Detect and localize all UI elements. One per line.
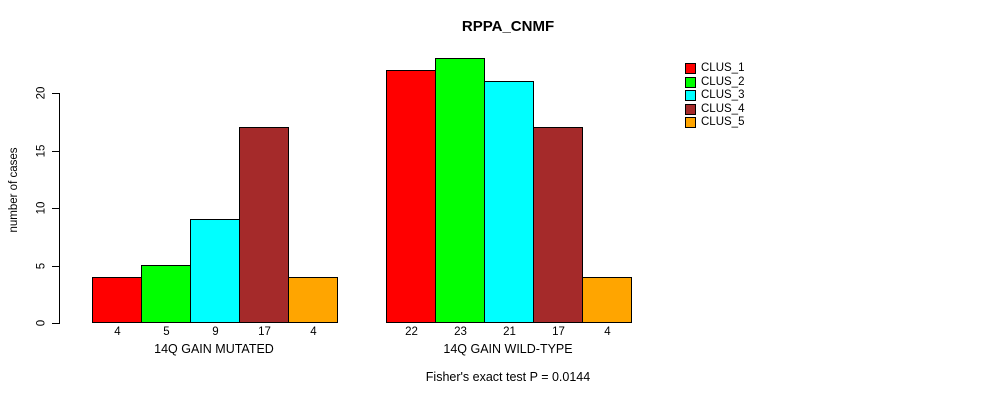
legend-swatch-icon bbox=[685, 63, 696, 75]
legend-item-clus_4: CLUS_4 bbox=[685, 103, 744, 117]
y-tick-label: 15 bbox=[35, 144, 48, 158]
bar-value-label: 22 bbox=[405, 326, 418, 338]
y-tick bbox=[52, 151, 59, 152]
bar-value-label: 17 bbox=[552, 326, 565, 338]
legend-item-label: CLUS_4 bbox=[701, 102, 745, 115]
fisher-test-caption: Fisher's exact test P = 0.0144 bbox=[425, 370, 591, 384]
bar-value-label: 23 bbox=[454, 326, 467, 338]
bar-clus_5 bbox=[288, 277, 338, 323]
legend-item-clus_1: CLUS_1 bbox=[685, 62, 744, 76]
y-tick bbox=[52, 323, 59, 324]
bar-clus_4 bbox=[239, 127, 289, 323]
y-tick-label: 0 bbox=[35, 319, 48, 327]
legend-item-label: CLUS_2 bbox=[701, 75, 745, 88]
y-axis-label: number of cases bbox=[8, 147, 20, 233]
legend-item-clus_5: CLUS_5 bbox=[685, 116, 744, 130]
bar-clus_1 bbox=[386, 70, 436, 323]
bar-value-label: 5 bbox=[163, 326, 170, 338]
y-tick bbox=[52, 266, 59, 267]
legend-item-label: CLUS_1 bbox=[701, 62, 745, 74]
bar-value-label: 17 bbox=[258, 326, 271, 338]
group-label-wildtype: 14Q GAIN WILD-TYPE bbox=[443, 342, 573, 356]
y-tick-label: 5 bbox=[35, 262, 48, 270]
legend-swatch-icon bbox=[685, 117, 696, 129]
bar-value-label: 9 bbox=[212, 326, 219, 338]
y-tick bbox=[52, 93, 59, 94]
y-axis-line bbox=[59, 93, 60, 324]
group-label-mutated: 14Q GAIN MUTATED bbox=[154, 342, 274, 356]
legend: CLUS_1 CLUS_2 CLUS_3 CLUS_4 CLUS_5 bbox=[685, 62, 744, 130]
bar-clus_2 bbox=[141, 265, 191, 323]
legend-item-clus_2: CLUS_2 bbox=[685, 76, 744, 90]
bar-value-label: 21 bbox=[503, 326, 516, 338]
bar-value-label: 4 bbox=[604, 326, 611, 338]
legend-swatch-icon bbox=[685, 103, 696, 115]
legend-swatch-icon bbox=[685, 90, 696, 102]
y-tick bbox=[52, 208, 59, 209]
bar-clus_1 bbox=[92, 277, 142, 323]
bar-clus_5 bbox=[582, 277, 632, 323]
legend-item-label: CLUS_3 bbox=[701, 89, 745, 101]
legend-item-label: CLUS_5 bbox=[701, 116, 745, 128]
legend-swatch-icon bbox=[685, 76, 696, 88]
legend-item-clus_3: CLUS_3 bbox=[685, 89, 744, 103]
bar-value-label: 4 bbox=[310, 326, 317, 338]
bar-clus_3 bbox=[190, 219, 240, 323]
chart-title: RPPA_CNMF bbox=[461, 18, 555, 35]
bar-clus_4 bbox=[533, 127, 583, 323]
bar-value-label: 4 bbox=[114, 326, 121, 338]
bar-clus_3 bbox=[484, 81, 534, 323]
y-tick-label: 10 bbox=[35, 201, 48, 215]
bar-clus_2 bbox=[435, 58, 485, 323]
y-tick-label: 20 bbox=[35, 86, 48, 100]
